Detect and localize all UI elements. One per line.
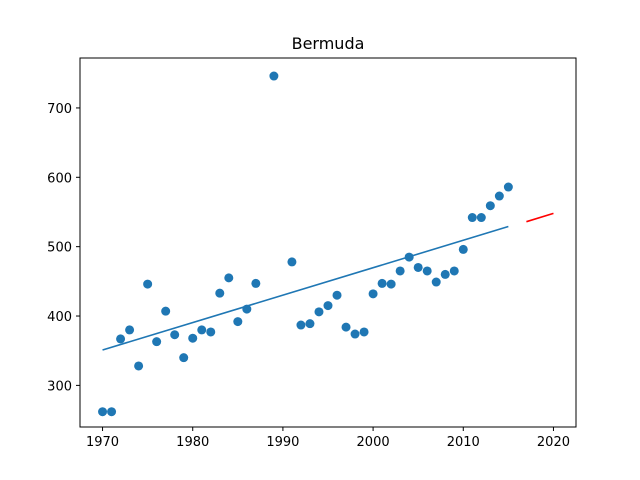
data-point: [134, 361, 144, 371]
data-point: [476, 213, 486, 223]
x-axis-ticks: 1970 1980 1990 2000 2010 2020: [86, 427, 570, 450]
plot-marks: [98, 71, 554, 417]
x-tick-label: 1980: [176, 435, 209, 450]
data-point: [413, 262, 423, 272]
x-tick-label: 2020: [537, 435, 570, 450]
data-point: [296, 320, 306, 330]
data-point: [143, 279, 153, 289]
data-point: [395, 266, 405, 276]
data-point: [350, 329, 360, 339]
x-tick-label: 1970: [86, 435, 119, 450]
data-point: [314, 307, 324, 317]
data-point: [170, 330, 180, 340]
data-point: [269, 71, 279, 81]
data-point: [440, 269, 450, 279]
data-point: [215, 288, 225, 298]
data-point: [116, 334, 126, 344]
x-tick-label: 1990: [266, 435, 299, 450]
y-tick-label: 300: [47, 379, 72, 394]
data-point: [494, 191, 504, 201]
data-point: [467, 213, 477, 223]
data-point: [107, 407, 117, 417]
data-point: [125, 325, 135, 335]
data-point: [485, 201, 495, 211]
data-point: [206, 327, 216, 337]
data-point: [458, 244, 468, 254]
data-point: [332, 290, 342, 300]
data-point: [359, 327, 369, 337]
data-point: [188, 333, 198, 343]
data-point: [233, 317, 243, 327]
y-tick-label: 600: [47, 171, 72, 186]
data-point: [197, 325, 207, 335]
projection-line: [526, 212, 554, 223]
data-point: [341, 322, 351, 332]
chart-title: Bermuda: [292, 34, 365, 53]
x-tick-label: 2010: [447, 435, 480, 450]
trend-line: [102, 225, 509, 351]
data-point: [368, 289, 378, 299]
data-point: [287, 257, 297, 267]
data-point: [449, 266, 459, 276]
data-point: [431, 277, 441, 287]
data-point: [503, 182, 513, 192]
plot-frame: [79, 57, 577, 428]
data-point: [161, 306, 171, 316]
data-point: [422, 266, 432, 276]
data-point: [152, 337, 162, 347]
data-point: [224, 273, 234, 283]
data-point: [377, 278, 387, 288]
data-point: [251, 278, 261, 288]
data-point: [305, 319, 315, 329]
y-tick-label: 400: [47, 310, 72, 325]
y-tick-label: 700: [47, 102, 72, 117]
x-tick-label: 2000: [357, 435, 390, 450]
data-point: [323, 301, 333, 311]
y-tick-label: 500: [47, 241, 72, 256]
y-axis-ticks: 300 400 500 600 700: [47, 102, 80, 394]
data-point: [179, 353, 189, 363]
data-point: [386, 279, 396, 289]
data-point: [98, 407, 108, 417]
